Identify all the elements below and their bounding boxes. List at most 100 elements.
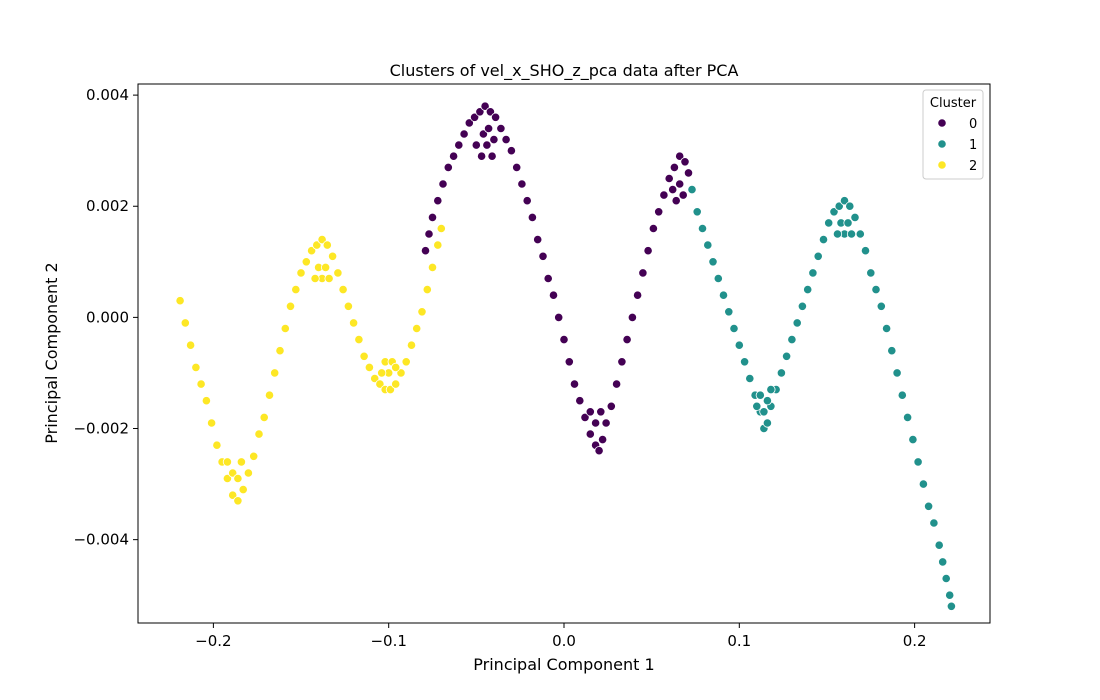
point-cluster-0 — [597, 434, 608, 445]
point-cluster-0 — [564, 357, 574, 367]
point-cluster-2 — [196, 379, 206, 389]
point-cluster-1 — [808, 268, 818, 278]
point-cluster-2 — [222, 473, 232, 484]
point-cluster-0 — [622, 334, 632, 345]
legend-items: 0 1 2 — [937, 117, 977, 174]
point-cluster-0 — [678, 190, 688, 200]
legend-marker-2 — [937, 160, 947, 170]
point-cluster-2 — [243, 468, 253, 478]
point-cluster-0 — [554, 312, 564, 322]
x-axis-label: Principal Component 1 — [473, 655, 654, 674]
point-cluster-1 — [759, 407, 769, 417]
point-cluster-2 — [343, 301, 353, 311]
point-cluster-0 — [459, 129, 469, 139]
point-cluster-0 — [454, 140, 464, 150]
point-cluster-0 — [471, 140, 481, 150]
point-cluster-2 — [327, 251, 338, 261]
point-cluster-1 — [803, 284, 813, 295]
point-cluster-2 — [186, 340, 196, 350]
point-cluster-0 — [433, 196, 443, 206]
point-cluster-0 — [443, 162, 453, 172]
point-cluster-0 — [675, 151, 685, 161]
point-cluster-0 — [594, 446, 604, 456]
point-cluster-2 — [422, 284, 432, 295]
point-cluster-0 — [611, 379, 622, 389]
point-cluster-1 — [938, 557, 948, 567]
y-axis-label: Principal Component 2 — [42, 262, 61, 443]
point-cluster-0 — [483, 123, 494, 134]
point-cluster-2 — [406, 340, 417, 350]
point-cluster-1 — [813, 251, 823, 261]
point-cluster-1 — [787, 334, 797, 345]
x-tick-label: 0.1 — [727, 632, 751, 650]
point-cluster-2 — [254, 429, 264, 439]
point-cluster-0 — [617, 357, 627, 367]
point-cluster-0 — [654, 207, 664, 217]
point-cluster-1 — [687, 185, 697, 195]
point-cluster-0 — [464, 118, 474, 128]
point-cluster-2 — [301, 257, 311, 267]
point-cluster-2 — [396, 368, 406, 378]
point-cluster-0 — [522, 196, 532, 206]
point-cluster-0 — [533, 235, 543, 245]
point-cluster-1 — [934, 540, 944, 550]
point-cluster-0 — [475, 107, 485, 117]
point-cluster-2 — [320, 262, 331, 272]
point-cluster-0 — [476, 151, 487, 161]
point-cluster-0 — [664, 173, 674, 184]
point-cluster-1 — [713, 273, 723, 284]
point-cluster-1 — [945, 590, 955, 600]
point-cluster-2 — [233, 496, 243, 506]
point-cluster-1 — [876, 301, 886, 311]
legend-marker-1 — [937, 139, 947, 149]
y-tick-label: −0.002 — [73, 420, 129, 438]
point-cluster-0 — [480, 101, 490, 111]
point-cluster-0 — [638, 268, 648, 278]
point-cluster-0 — [438, 179, 448, 189]
point-cluster-2 — [333, 268, 343, 278]
point-cluster-2 — [322, 240, 332, 250]
point-cluster-0 — [501, 135, 511, 145]
point-cluster-0 — [489, 135, 499, 145]
point-cluster-2 — [391, 362, 401, 372]
point-cluster-1 — [855, 229, 865, 239]
point-cluster-1 — [929, 518, 939, 528]
x-tick-label: 0.0 — [552, 632, 576, 650]
point-cluster-2 — [275, 346, 285, 356]
point-cluster-1 — [766, 384, 776, 395]
legend-title: Cluster — [930, 96, 977, 111]
y-axis: −0.004 −0.002 0.000 0.002 0.004 — [73, 86, 138, 549]
x-tick-label: 0.2 — [903, 632, 927, 650]
x-tick-label: −0.1 — [370, 632, 406, 650]
point-cluster-0 — [585, 407, 595, 417]
point-cluster-0 — [527, 212, 538, 222]
point-cluster-0 — [643, 246, 653, 256]
point-cluster-0 — [659, 190, 669, 200]
point-cluster-0 — [538, 251, 548, 261]
point-cluster-1 — [824, 218, 834, 228]
point-cluster-1 — [708, 257, 718, 267]
point-cluster-0 — [448, 151, 459, 161]
point-cluster-1 — [724, 307, 734, 317]
y-tick-label: −0.004 — [73, 531, 129, 549]
point-cluster-1 — [843, 218, 853, 228]
point-cluster-2 — [180, 318, 190, 328]
legend-label-0: 0 — [969, 117, 977, 132]
point-cluster-2 — [436, 223, 446, 234]
point-cluster-0 — [506, 146, 516, 156]
point-cluster-2 — [249, 451, 259, 461]
point-cluster-2 — [385, 384, 395, 395]
point-cluster-0 — [543, 273, 553, 284]
legend-label-1: 1 — [969, 138, 977, 153]
point-cluster-0 — [424, 229, 434, 239]
point-cluster-1 — [897, 390, 907, 400]
point-cluster-2 — [433, 240, 443, 250]
point-cluster-2 — [236, 457, 246, 467]
point-cluster-1 — [887, 346, 897, 356]
point-cluster-2 — [306, 246, 317, 256]
point-cluster-1 — [739, 357, 750, 367]
point-cluster-1 — [892, 368, 902, 378]
y-tick-label: 0.002 — [86, 197, 129, 215]
point-cluster-2 — [291, 284, 301, 295]
point-cluster-0 — [469, 112, 480, 122]
